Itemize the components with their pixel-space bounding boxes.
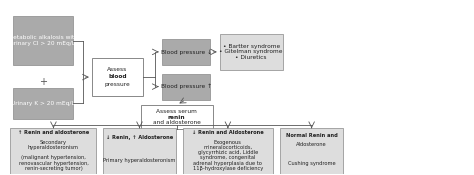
Text: Normal Renin and: Normal Renin and: [286, 133, 337, 138]
Text: mineralocorticoids,: mineralocorticoids,: [203, 145, 253, 150]
Text: +: +: [39, 77, 47, 87]
FancyBboxPatch shape: [220, 34, 283, 70]
Text: and aldosterone: and aldosterone: [153, 120, 201, 125]
FancyBboxPatch shape: [13, 88, 73, 119]
Text: Blood pressure ↑: Blood pressure ↑: [161, 84, 211, 89]
Text: glycyrrhizic acid, Liddle: glycyrrhizic acid, Liddle: [198, 150, 258, 155]
Text: • Bartter syndrome
• Gitelman syndrome
• Diuretics: • Bartter syndrome • Gitelman syndrome •…: [219, 44, 283, 60]
Text: ↓ Renin, ↑ Aldosterone: ↓ Renin, ↑ Aldosterone: [106, 135, 173, 140]
Text: ↑ Renin and aldosterone: ↑ Renin and aldosterone: [18, 130, 89, 135]
FancyBboxPatch shape: [280, 128, 343, 174]
FancyBboxPatch shape: [10, 128, 97, 174]
Text: Primary hyperaldosteronism: Primary hyperaldosteronism: [103, 158, 176, 163]
FancyBboxPatch shape: [182, 128, 273, 174]
Text: 11β-hydroxylase deficiency: 11β-hydroxylase deficiency: [193, 166, 263, 171]
FancyBboxPatch shape: [162, 74, 210, 100]
Text: blood: blood: [108, 74, 127, 79]
FancyBboxPatch shape: [13, 16, 73, 65]
Text: Blood pressure ↓: Blood pressure ↓: [161, 49, 211, 55]
Text: pressure: pressure: [105, 82, 130, 86]
Text: ↓ Renin and Aldosterone: ↓ Renin and Aldosterone: [192, 130, 264, 135]
Text: Aldosterone: Aldosterone: [296, 142, 327, 147]
Text: Urinary K > 20 mEq/L: Urinary K > 20 mEq/L: [11, 101, 75, 106]
Text: Assess: Assess: [107, 67, 128, 72]
Text: Exogenous: Exogenous: [214, 140, 242, 145]
Text: Metabolic alkalosis with
urinary Cl > 20 mEq/L: Metabolic alkalosis with urinary Cl > 20…: [8, 35, 78, 46]
FancyBboxPatch shape: [103, 128, 175, 174]
Text: Cushing syndrome: Cushing syndrome: [288, 161, 336, 166]
Text: adrenal hyperplasia due to: adrenal hyperplasia due to: [193, 160, 262, 166]
FancyBboxPatch shape: [162, 39, 210, 65]
Text: (malignant hypertension,: (malignant hypertension,: [21, 155, 86, 160]
Text: hyperaldosteronism: hyperaldosteronism: [28, 145, 79, 150]
Text: syndrome, congenital: syndrome, congenital: [200, 155, 255, 160]
Text: renin: renin: [168, 114, 185, 120]
Text: Assess serum: Assess serum: [156, 109, 197, 114]
Text: Secondary: Secondary: [40, 140, 67, 145]
FancyBboxPatch shape: [92, 58, 143, 96]
Text: renovascular hypertension,: renovascular hypertension,: [18, 160, 88, 166]
Text: renin-secreting tumor): renin-secreting tumor): [25, 166, 82, 171]
FancyBboxPatch shape: [141, 105, 213, 129]
